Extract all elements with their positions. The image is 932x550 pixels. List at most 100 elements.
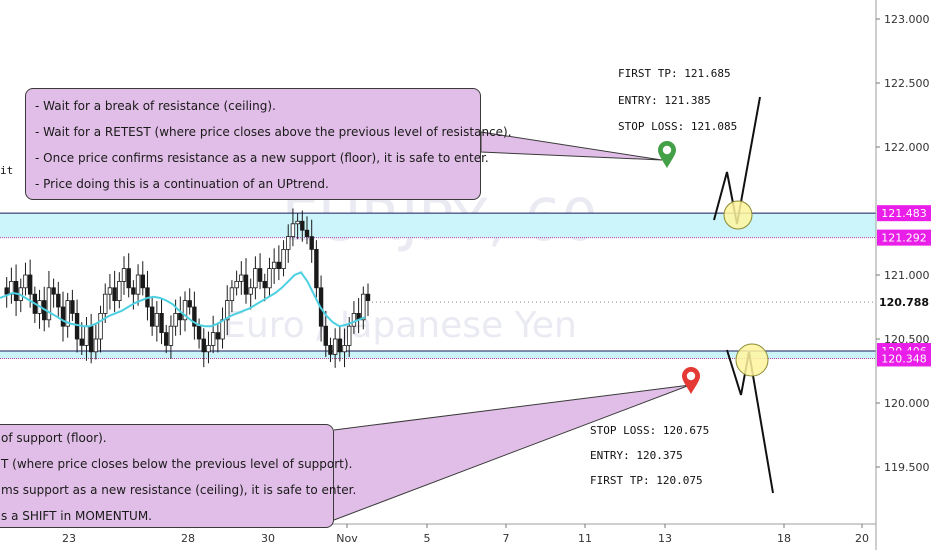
candle-body (93, 338, 99, 353)
price-badge-label-0: 121.483 (881, 207, 927, 220)
candle-body (168, 325, 174, 346)
price-tick-label-2: 122.000 (884, 141, 930, 154)
candle-body (342, 344, 347, 353)
candle-body (98, 312, 103, 340)
long-stop-loss: STOP LOSS: 121.085 (618, 120, 738, 133)
candle-body (196, 325, 202, 340)
long-first-tp: FIRST TP: 121.685 (618, 67, 731, 80)
time-tick-label-7: 13 (658, 532, 672, 545)
candle-body (107, 287, 113, 295)
candle-body (243, 274, 249, 295)
candle-body (121, 268, 127, 282)
candle-body (323, 325, 328, 346)
candle-body (173, 312, 178, 327)
sell-marker-icon (682, 367, 700, 394)
candle-body (84, 325, 89, 346)
top-note-line-1: - Wait for a break of resistance (ceilin… (35, 99, 276, 113)
top-note[interactable]: - Wait for a break of resistance (ceilin… (25, 88, 512, 200)
candle-body (126, 268, 131, 289)
time-tick-label-5: 7 (503, 532, 510, 545)
price-tick-label-3: 121.000 (884, 269, 930, 282)
candle-body (300, 220, 305, 231)
candle-body (234, 280, 239, 289)
candle-body (215, 332, 221, 340)
price-badge-label-2: 120.788 (879, 296, 929, 309)
candle-body (56, 293, 61, 308)
top-note-line-4: - Price doing this is a continuation of … (35, 177, 329, 191)
time-tick-label-0: 23 (62, 532, 76, 545)
time-tick-label-2: 30 (261, 532, 275, 545)
candle-body (131, 287, 136, 295)
candle-body (304, 229, 310, 237)
time-tick-label-4: 5 (424, 532, 431, 545)
price-badge-2 (877, 294, 931, 311)
candle-body (149, 306, 155, 327)
price-badge-1 (877, 229, 931, 246)
candle-body (225, 300, 230, 321)
candle-body (281, 248, 286, 269)
price-tick-label-0: 123.000 (884, 13, 930, 26)
candle-body (135, 274, 141, 295)
candle-body (257, 268, 263, 282)
candle-body (253, 268, 258, 289)
left-edge-text: it (0, 164, 14, 177)
price-badge-label-4: 120.348 (881, 352, 927, 365)
candle-body (295, 220, 300, 225)
candle-body (46, 287, 52, 321)
retest-circle-bottom (735, 343, 769, 377)
candle-body (27, 274, 33, 295)
long-entry: ENTRY: 121.385 (618, 94, 711, 107)
price-tick-label-5: 120.000 (884, 397, 930, 410)
buy-marker-icon-shape (658, 141, 676, 168)
candle-body (210, 332, 216, 346)
bottom-note-line-1: of support (floor). (1, 431, 107, 445)
candle-body (239, 274, 244, 282)
candle-body (103, 293, 108, 314)
candle-body (201, 338, 206, 353)
candle-body (347, 325, 352, 346)
time-tick-label-3: Nov (336, 532, 358, 545)
price-badge-0 (877, 205, 931, 222)
moving-average-line (0, 271, 366, 328)
top-note-line-3: - Once price confirms resistance as a ne… (35, 151, 489, 165)
candle-body (112, 287, 117, 301)
retest-circle-top (723, 200, 753, 230)
candle-body (271, 261, 277, 270)
candle-body (332, 338, 338, 355)
price-tick-label-6: 119.500 (884, 461, 930, 474)
long-projection-line (713, 96, 761, 225)
candle-body (51, 287, 56, 295)
price-badge-label-1: 121.292 (881, 232, 927, 245)
bottom-note-line-3: ms support as a new resistance (ceiling)… (1, 483, 357, 497)
candle-body (187, 300, 192, 308)
buy-marker-icon-hole (662, 145, 672, 155)
candle-body (13, 280, 19, 301)
bottom-note-line-4: s a SHIFT in MOMENTUM. (1, 509, 152, 523)
candle-body (286, 236, 291, 250)
candle-body (23, 274, 28, 289)
candle-body (351, 312, 357, 327)
sell-marker-icon-shape (682, 367, 700, 394)
time-tick-label-6: 11 (578, 532, 592, 545)
candle-body (182, 300, 188, 321)
candle-body (79, 338, 84, 346)
candle-body (65, 300, 70, 327)
candle-body (178, 312, 183, 321)
candle-body (154, 312, 160, 327)
time-tick-label-1: 28 (181, 532, 195, 545)
candle-body (192, 306, 197, 327)
candle-body (328, 344, 333, 355)
bottom-note[interactable]: of support (floor). T (where price close… (0, 424, 357, 528)
candle-body (267, 268, 272, 289)
candle-body (365, 293, 371, 302)
candle-body (206, 344, 211, 353)
bottom-note-line-2: T (where price closes below the previous… (1, 457, 353, 471)
candle-body (159, 312, 164, 333)
candle-body (309, 236, 314, 250)
candle-body (361, 293, 366, 321)
candle-body (290, 223, 296, 238)
candle-body (117, 280, 122, 301)
time-tick-label-9: 20 (855, 532, 869, 545)
top-note-pointer (480, 131, 663, 161)
